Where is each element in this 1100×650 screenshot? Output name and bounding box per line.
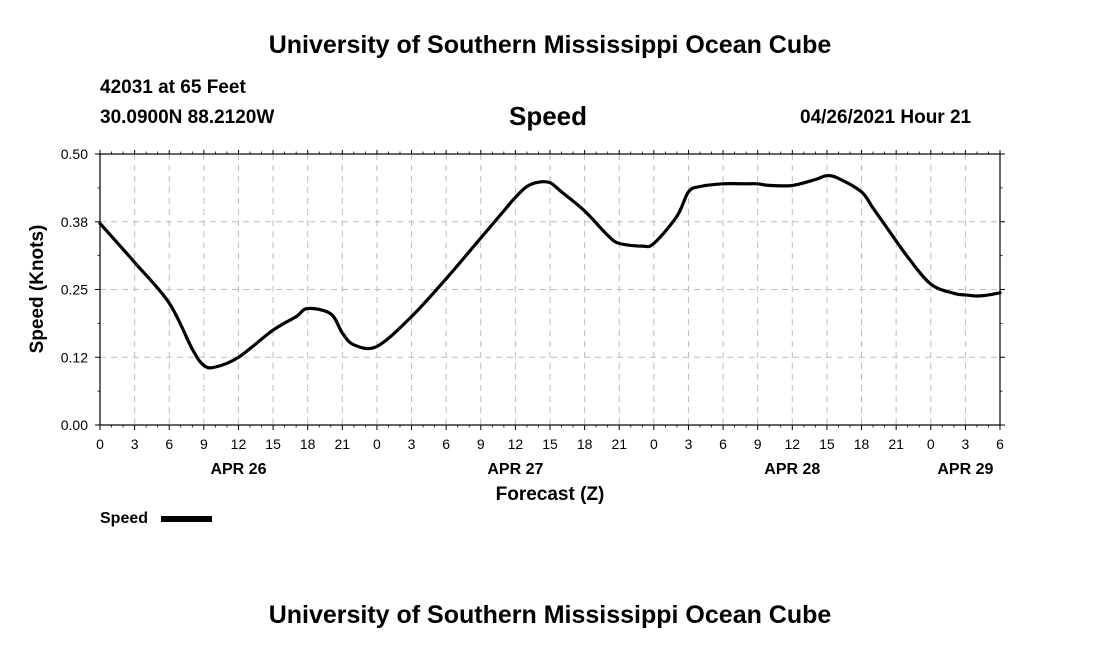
day-label: APR 28: [764, 461, 820, 478]
x-tick-label: 18: [854, 436, 870, 452]
chart-series: [98, 174, 1002, 370]
y-tick-label: 0.00: [61, 417, 88, 433]
x-tick-label: 21: [611, 436, 627, 452]
x-tick-label: 15: [265, 436, 281, 452]
x-tick-label: 18: [300, 436, 316, 452]
footer-title: University of Southern Mississippi Ocean…: [268, 601, 832, 629]
x-tick-label: 6: [165, 436, 173, 452]
x-tick-label: 12: [508, 436, 524, 452]
x-tick-label: 15: [542, 436, 558, 452]
chart-grid: [100, 154, 1000, 425]
chart-labels: 0 3 6 9 12 15 18 21 0 3 6 9 12 15 18 21 0 3 6 9 12 15 18 21 0 3 6 0…: [27, 146, 1004, 505]
x-tick-label: 6: [996, 436, 1004, 452]
station-label: 42031 at 65 Feet: [100, 77, 246, 98]
speed-series-line: [98, 174, 1002, 370]
x-tick-label: 0: [927, 436, 935, 452]
x-tick-label: 3: [961, 436, 969, 452]
x-tick-label: 15: [819, 436, 835, 452]
legend-line-swatch: [161, 516, 212, 522]
x-tick-label: 9: [477, 436, 485, 452]
x-tick-label: 0: [373, 436, 381, 452]
plot-frame: [99, 153, 1001, 426]
x-tick-label: 0: [650, 436, 658, 452]
x-axis-title: Forecast (Z): [496, 484, 605, 505]
y-tick-label: 0.25: [61, 282, 88, 298]
y-axis-title: Speed (Knots): [27, 225, 48, 354]
x-tick-label: 6: [442, 436, 450, 452]
x-tick-label: 0: [96, 436, 104, 452]
x-tick-label: 9: [200, 436, 208, 452]
x-tick-label: 3: [685, 436, 693, 452]
x-tick-label: 3: [131, 436, 139, 452]
day-label: APR 29: [937, 461, 993, 478]
coordinates-label: 30.0900N 88.2120W: [100, 107, 275, 128]
y-tick-label: 0.12: [61, 349, 88, 365]
x-tick-label: 3: [408, 436, 416, 452]
x-tick-label: 12: [785, 436, 801, 452]
y-tick-label: 0.38: [61, 214, 88, 230]
x-tick-label: 6: [719, 436, 727, 452]
chart-title: Speed: [509, 101, 588, 131]
x-tick-label: 21: [888, 436, 904, 452]
day-label: APR 26: [210, 461, 266, 478]
x-tick-label: 18: [577, 436, 593, 452]
page-title: University of Southern Mississippi Ocean…: [268, 31, 832, 59]
x-tick-label: 9: [754, 436, 762, 452]
y-tick-label: 0.50: [61, 146, 88, 162]
legend-label: Speed: [100, 510, 149, 527]
x-tick-label: 21: [335, 436, 351, 452]
timestamp-label: 04/26/2021 Hour 21: [800, 107, 972, 128]
day-label: APR 27: [487, 461, 543, 478]
x-tick-label: 12: [231, 436, 247, 452]
